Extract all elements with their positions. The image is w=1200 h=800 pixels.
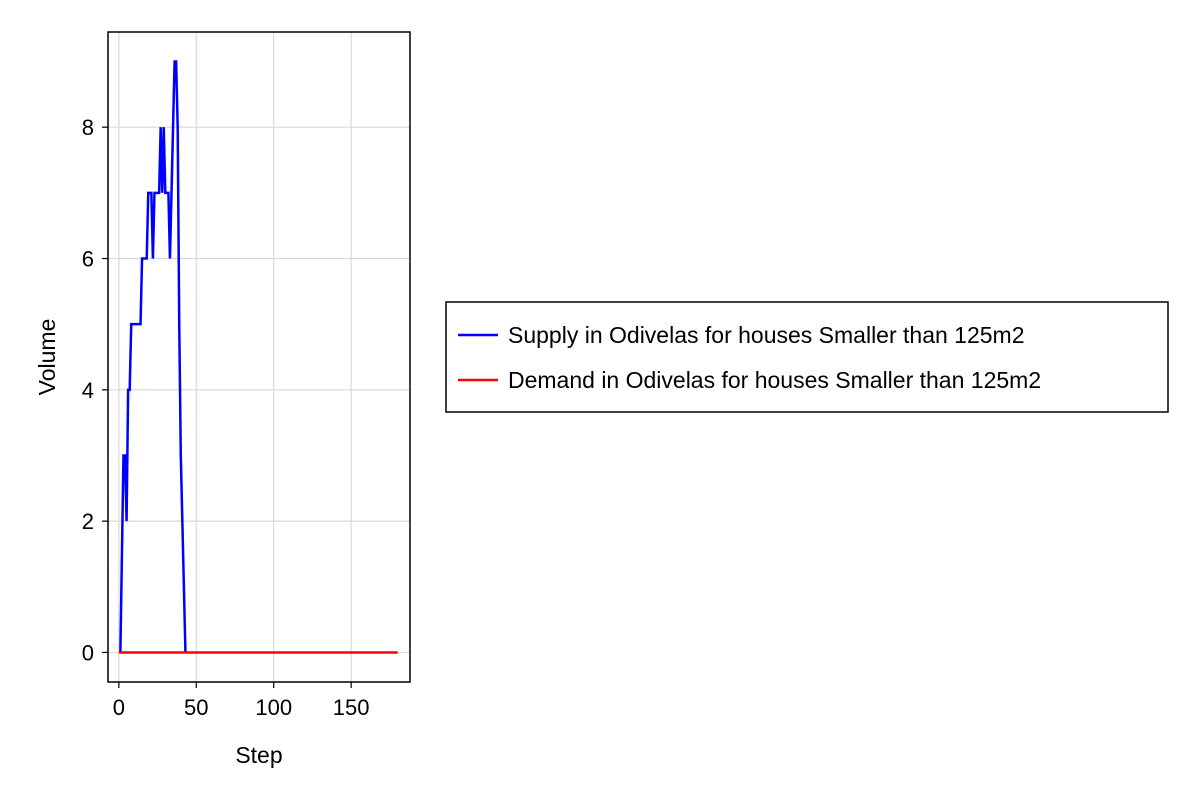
y-tick-label: 0 xyxy=(82,640,94,665)
grid xyxy=(108,32,410,682)
x-tick-label: 100 xyxy=(255,695,292,720)
supply-line xyxy=(119,60,187,653)
y-axis-ticks: 0 2 4 6 8 xyxy=(82,115,108,665)
series-layer xyxy=(118,60,398,654)
y-axis-label: Volume xyxy=(34,319,60,396)
x-tick-label: 0 xyxy=(113,695,125,720)
legend: Supply in Odivelas for houses Smaller th… xyxy=(445,301,1169,413)
plot-frame xyxy=(107,31,411,683)
x-axis-label: Step xyxy=(235,742,282,768)
y-tick-label: 2 xyxy=(82,509,94,534)
x-axis-ticks: 0 50 100 150 xyxy=(113,682,370,720)
legend-label-demand: Demand in Odivelas for houses Smaller th… xyxy=(508,367,1041,393)
legend-label-supply: Supply in Odivelas for houses Smaller th… xyxy=(508,322,1025,348)
x-tick-label: 50 xyxy=(184,695,208,720)
y-tick-label: 4 xyxy=(82,378,94,403)
y-tick-label: 8 xyxy=(82,115,94,140)
legend-box xyxy=(445,301,1169,413)
x-tick-label: 150 xyxy=(333,695,370,720)
y-tick-label: 6 xyxy=(82,247,94,272)
